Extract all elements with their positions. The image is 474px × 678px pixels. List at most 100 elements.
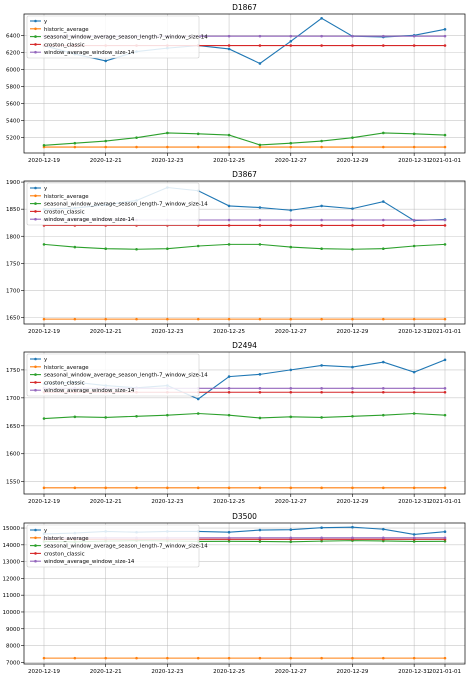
x-tick-label: 2020-12-31	[398, 669, 430, 675]
legend-marker-croston_classic	[34, 43, 37, 46]
data-point-seasonal_window_average_season_length-7_window_size-14	[320, 247, 323, 251]
data-point-seasonal_window_average_season_length-7_window_size-14	[443, 243, 447, 246]
data-point-seasonal_window_average_season_length-7_window_size-14	[258, 540, 262, 543]
data-point-y	[227, 204, 231, 208]
data-point-historic_average	[382, 486, 385, 490]
data-point-window_average_window_size-14	[227, 536, 231, 540]
subplot-D2494: D2494 1550 1600 1650 1700 1750 2020-12-19 2020-…	[6, 341, 466, 505]
legend-label: historic_average	[44, 27, 89, 33]
x-tick-label: 2020-12-29	[336, 329, 368, 335]
data-point-seasonal_window_average_season_length-7_window_size-14	[258, 143, 262, 147]
y-tick-label: 1700	[6, 396, 20, 402]
data-point-croston_classic	[320, 390, 323, 394]
data-point-seasonal_window_average_season_length-7_window_size-14	[104, 139, 107, 143]
data-point-y	[382, 360, 385, 364]
legend-label: croston_classic	[44, 551, 85, 557]
data-point-historic_average	[135, 486, 138, 490]
data-point-window_average_window_size-14	[412, 536, 416, 540]
data-point-y	[320, 526, 323, 529]
axes-frame	[23, 13, 466, 154]
axes-frame	[23, 351, 466, 495]
data-point-window_average_window_size-14	[443, 536, 447, 540]
x-tick-label: 2020-12-29	[336, 499, 368, 505]
x-tick-label: 2021-01-01	[429, 669, 461, 675]
data-point-seasonal_window_average_season_length-7_window_size-14	[196, 244, 200, 248]
x-tick-label: 2020-12-31	[398, 329, 430, 335]
subplot-D3500: D3500 7000 8000 9000 10000 11000 12000 13000 140…	[3, 512, 466, 675]
data-point-window_average_window_size-14	[289, 536, 293, 540]
data-point-historic_average	[382, 317, 385, 321]
data-point-y	[351, 525, 354, 529]
data-point-historic_average	[412, 317, 416, 321]
legend-label: window_average_window_size-14	[44, 217, 135, 223]
legend: y historic_average seasonal_window_average…	[26, 182, 208, 226]
data-point-seasonal_window_average_season_length-7_window_size-14	[227, 243, 231, 246]
y-tick-label: 14000	[3, 543, 21, 549]
data-point-historic_average	[73, 656, 77, 660]
legend-marker-seasonal_window_average_season_length-7_window_size-14	[34, 373, 37, 376]
legend-box	[26, 353, 200, 397]
data-point-seasonal_window_average_season_length-7_window_size-14	[351, 414, 354, 418]
y-tick-label: 10000	[3, 610, 21, 616]
y-tick-label: 7000	[6, 660, 20, 666]
legend-marker-croston_classic	[34, 552, 37, 555]
data-point-historic_average	[104, 145, 107, 149]
data-point-croston_classic	[289, 390, 293, 394]
data-point-y	[227, 47, 231, 51]
legend-label: croston_classic	[44, 380, 85, 386]
y-tick-label: 1800	[6, 234, 20, 240]
legend-marker-seasonal_window_average_season_length-7_window_size-14	[34, 544, 37, 547]
legend-marker-historic_average	[34, 27, 37, 31]
data-point-historic_average	[443, 145, 447, 149]
legend: y historic_average seasonal_window_average…	[26, 353, 208, 397]
data-point-historic_average	[320, 486, 323, 490]
data-point-y	[412, 533, 416, 536]
data-point-y	[289, 528, 293, 532]
data-point-window_average_window_size-14	[227, 387, 231, 390]
data-point-y	[289, 208, 293, 212]
data-point-historic_average	[227, 317, 231, 321]
data-point-croston_classic	[382, 390, 385, 394]
data-point-historic_average	[412, 656, 416, 660]
x-tick-label: 2020-12-25	[213, 158, 245, 164]
legend-marker-croston_classic	[34, 381, 37, 384]
x-tick-label: 2020-12-25	[213, 499, 245, 505]
data-point-y	[227, 375, 231, 378]
y-tick-label: 5600	[6, 102, 20, 108]
x-tick-label: 2020-12-25	[213, 669, 245, 675]
data-point-window_average_window_size-14	[443, 387, 447, 390]
legend-marker-window_average_window_size-14	[34, 50, 37, 54]
legend-label: seasonal_window_average_season_length-7_…	[44, 35, 208, 41]
data-point-seasonal_window_average_season_length-7_window_size-14	[42, 144, 46, 147]
y-tick-label: 5400	[6, 119, 20, 125]
x-tick-label: 2020-12-23	[151, 499, 183, 505]
legend-label: y	[44, 528, 48, 534]
data-point-historic_average	[258, 656, 262, 660]
chart-title: D3500	[232, 512, 257, 521]
data-point-window_average_window_size-14	[443, 34, 447, 38]
x-tick-label: 2020-12-29	[336, 158, 368, 164]
data-point-seasonal_window_average_season_length-7_window_size-14	[412, 412, 416, 415]
legend-marker-y	[34, 19, 37, 23]
data-point-window_average_window_size-14	[382, 34, 385, 38]
data-point-croston_classic	[443, 390, 447, 394]
legend-label: window_average_window_size-14	[44, 388, 135, 394]
data-point-historic_average	[289, 317, 293, 321]
x-tick-label: 2020-12-27	[275, 499, 307, 505]
data-point-seasonal_window_average_season_length-7_window_size-14	[73, 245, 77, 249]
data-point-window_average_window_size-14	[289, 387, 293, 390]
data-point-seasonal_window_average_season_length-7_window_size-14	[443, 539, 447, 543]
legend-marker-y	[34, 186, 37, 190]
data-point-seasonal_window_average_season_length-7_window_size-14	[412, 132, 416, 136]
y-tick-label: 11000	[3, 593, 21, 599]
data-point-seasonal_window_average_season_length-7_window_size-14	[289, 141, 293, 145]
legend-label: historic_average	[44, 536, 89, 542]
x-tick-label: 2020-12-21	[90, 158, 122, 164]
data-point-historic_average	[320, 145, 323, 149]
subplot-D1867: D1867 5200 5400 5600 5800 6000 6200 6400 2020-12…	[6, 3, 466, 164]
data-point-y	[443, 28, 447, 31]
data-point-window_average_window_size-14	[382, 218, 385, 222]
legend-marker-seasonal_window_average_season_length-7_window_size-14	[34, 35, 37, 38]
legend-marker-historic_average	[34, 536, 37, 540]
data-point-historic_average	[135, 317, 138, 321]
